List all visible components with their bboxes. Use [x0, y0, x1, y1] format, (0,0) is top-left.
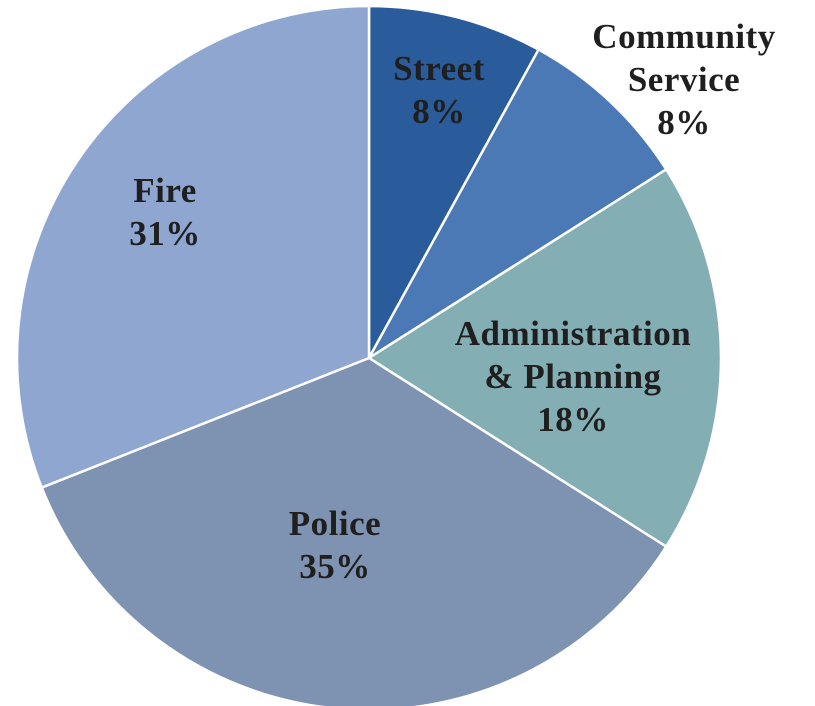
slice-name: Administration [455, 314, 691, 353]
slice-label: Community Service 8% [592, 17, 775, 142]
slice-label: Fire 31% [129, 171, 201, 253]
slice-percent: 35% [299, 547, 371, 586]
slice-percent: 8% [657, 103, 711, 142]
pie-slice-fire [15, 4, 371, 490]
slice-name: Police [289, 504, 381, 543]
pie-slice-community-service [367, 47, 668, 360]
pie-slice-administration-planning [366, 167, 723, 549]
slice-percent: 18% [537, 400, 609, 439]
pie-labels: Street 8% Community Service 8% Administration… [129, 17, 775, 586]
pie-slice-police [40, 356, 668, 706]
slice-name: Service [628, 60, 740, 99]
slice-percent: 31% [129, 214, 201, 253]
slice-percent: 8% [412, 92, 466, 131]
slice-label: Street 8% [393, 49, 485, 131]
slice-name: Street [393, 49, 485, 88]
slice-name: Community [592, 17, 775, 56]
slice-label: Administration & Planning 18% [455, 314, 691, 439]
pie-slices [15, 4, 723, 706]
slice-name: Fire [133, 171, 197, 210]
slice-name: & Planning [484, 357, 661, 396]
slice-label: Police 35% [289, 504, 381, 586]
pie-slice-street [367, 4, 541, 359]
